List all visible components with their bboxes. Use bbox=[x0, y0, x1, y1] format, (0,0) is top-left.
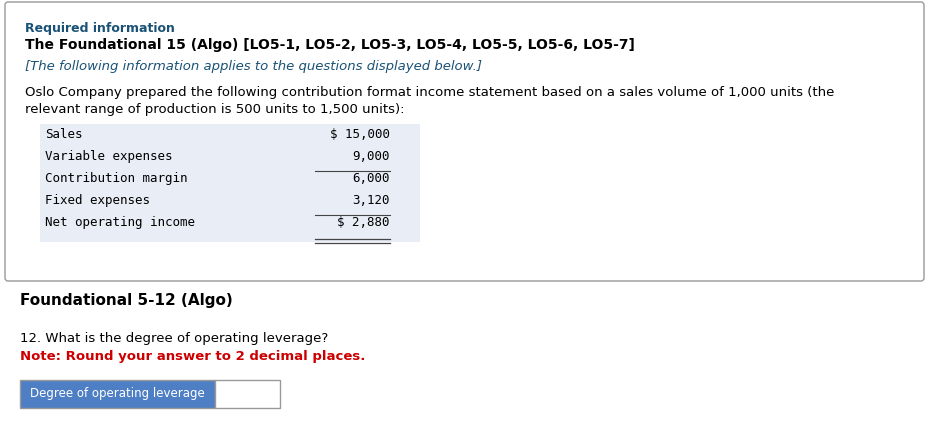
Text: [The following information applies to the questions displayed below.]: [The following information applies to th… bbox=[25, 60, 482, 73]
Bar bbox=[40, 124, 419, 242]
Text: The Foundational 15 (Algo) [LO5-1, LO5-2, LO5-3, LO5-4, LO5-5, LO5-6, LO5-7]: The Foundational 15 (Algo) [LO5-1, LO5-2… bbox=[25, 38, 634, 52]
Text: Net operating income: Net operating income bbox=[45, 216, 195, 229]
FancyBboxPatch shape bbox=[5, 2, 923, 281]
Text: Note: Round your answer to 2 decimal places.: Note: Round your answer to 2 decimal pla… bbox=[20, 350, 365, 363]
Text: Foundational 5-12 (Algo): Foundational 5-12 (Algo) bbox=[20, 293, 233, 308]
Text: 9,000: 9,000 bbox=[352, 150, 390, 163]
Text: Oslo Company prepared the following contribution format income statement based o: Oslo Company prepared the following cont… bbox=[25, 86, 833, 99]
Bar bbox=[214, 380, 279, 408]
Text: Degree of operating leverage: Degree of operating leverage bbox=[30, 388, 205, 400]
Text: Required information: Required information bbox=[25, 22, 174, 35]
Text: relevant range of production is 500 units to 1,500 units):: relevant range of production is 500 unit… bbox=[25, 103, 404, 116]
Text: Contribution margin: Contribution margin bbox=[45, 172, 187, 185]
Text: 3,120: 3,120 bbox=[352, 194, 390, 207]
Bar bbox=[20, 380, 214, 408]
Text: Sales: Sales bbox=[45, 128, 83, 141]
Text: 6,000: 6,000 bbox=[352, 172, 390, 185]
Text: $ 2,880: $ 2,880 bbox=[337, 216, 390, 229]
Text: $ 15,000: $ 15,000 bbox=[329, 128, 390, 141]
Text: Fixed expenses: Fixed expenses bbox=[45, 194, 149, 207]
Text: 12. What is the degree of operating leverage?: 12. What is the degree of operating leve… bbox=[20, 332, 328, 345]
Text: Variable expenses: Variable expenses bbox=[45, 150, 173, 163]
